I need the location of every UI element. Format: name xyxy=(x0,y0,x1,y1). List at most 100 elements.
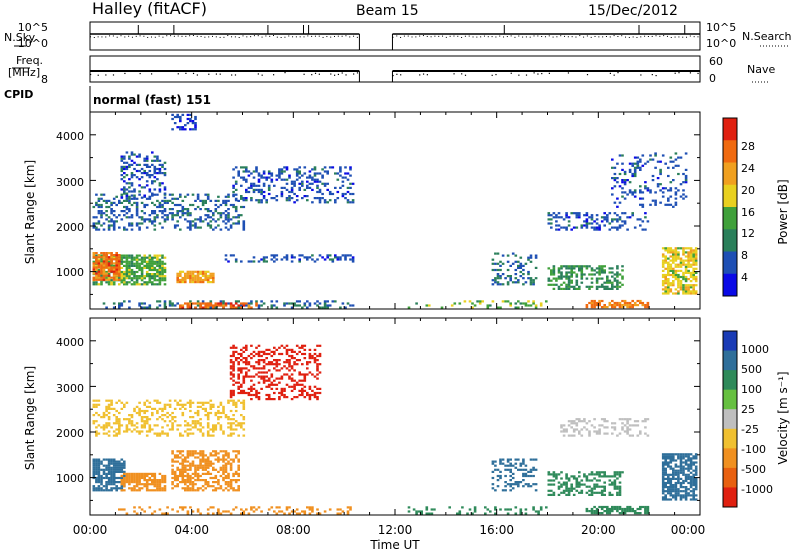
scatter-cell xyxy=(684,195,688,198)
scatter-cell xyxy=(313,357,317,360)
scatter-cell xyxy=(229,226,233,229)
scatter-cell xyxy=(229,393,233,397)
velocity-colorbar xyxy=(722,330,738,508)
scatter-cell xyxy=(186,452,190,455)
scatter-cell xyxy=(600,471,604,474)
scatter-cell xyxy=(255,302,258,305)
scatter-cell xyxy=(186,210,190,213)
scatter-cell xyxy=(140,483,144,486)
scatter-cell xyxy=(161,212,164,215)
nsearch-dot xyxy=(575,36,577,38)
scatter-cell xyxy=(689,475,693,478)
scatter-cell xyxy=(166,214,169,217)
scatter-cell xyxy=(232,460,235,463)
scatter-cell xyxy=(110,489,113,492)
nave-dot xyxy=(640,74,642,76)
scatter-cell xyxy=(575,479,579,482)
scatter-cell xyxy=(107,220,111,223)
scatter-cell xyxy=(128,479,131,482)
scatter-cell xyxy=(628,216,632,219)
scatter-cell xyxy=(115,416,118,419)
scatter-cell xyxy=(204,454,207,457)
scatter-cell xyxy=(692,286,695,289)
scatter-cell xyxy=(184,281,187,284)
scatter-cell xyxy=(539,302,543,305)
scatter-cell xyxy=(222,212,225,215)
scatter-cell xyxy=(158,201,162,204)
scatter-cell xyxy=(110,201,113,204)
scatter-cell xyxy=(123,470,126,473)
scatter-cell xyxy=(267,383,271,386)
scatter-cell xyxy=(107,468,111,471)
scatter-cell xyxy=(301,510,304,513)
scatter-cell xyxy=(186,226,190,229)
scatter-cell xyxy=(196,468,200,471)
scatter-cell xyxy=(120,464,124,467)
scatter-cell xyxy=(682,494,685,497)
scatter-cell xyxy=(618,172,622,176)
scatter-cell xyxy=(644,418,647,421)
scatter-cell xyxy=(234,193,238,196)
scatter-cell xyxy=(481,300,484,303)
scatter-cell xyxy=(331,166,335,169)
scatter-cell xyxy=(153,283,157,286)
scatter-cell xyxy=(677,156,680,159)
nave-dot xyxy=(345,74,347,76)
scatter-cell xyxy=(534,468,538,471)
scatter-cell xyxy=(115,489,118,492)
scatter-cell xyxy=(128,472,131,475)
scatter-cell xyxy=(301,197,304,200)
scatter-cell xyxy=(110,260,113,263)
scatter-cell xyxy=(240,391,243,395)
scatter-cell xyxy=(687,247,690,250)
scatter-cell xyxy=(621,418,624,421)
scatter-cell xyxy=(234,359,238,362)
scatter-cell xyxy=(206,276,210,280)
scatter-cell xyxy=(323,184,327,187)
scatter-cell xyxy=(242,224,246,227)
scatter-cell xyxy=(217,304,220,307)
scatter-cell xyxy=(608,212,612,215)
scatter-cell xyxy=(184,272,187,275)
scatter-cell xyxy=(194,281,197,284)
scatter-cell xyxy=(618,273,622,276)
nsearch-dot xyxy=(453,35,455,37)
scatter-cell xyxy=(232,389,235,392)
scatter-cell xyxy=(153,218,157,221)
scatter-cell xyxy=(661,187,665,190)
nsearch-dot xyxy=(678,36,680,38)
scatter-cell xyxy=(560,226,563,229)
scatter-cell xyxy=(560,271,563,274)
scatter-cell xyxy=(118,476,121,480)
scatter-cell xyxy=(140,418,144,421)
scatter-cell xyxy=(661,455,665,458)
scatter-cell xyxy=(555,277,558,280)
scatter-cell xyxy=(95,252,98,255)
scatter-cell xyxy=(237,373,240,376)
scatter-cell xyxy=(227,460,230,463)
scatter-cell xyxy=(550,226,553,229)
scatter-cell xyxy=(247,361,251,364)
scatter-cell xyxy=(598,228,601,231)
scatter-cell xyxy=(242,401,246,404)
scatter-cell xyxy=(318,306,322,309)
scatter-cell xyxy=(212,462,215,465)
scatter-cell xyxy=(694,471,698,474)
scatter-cell xyxy=(283,166,286,169)
scatter-cell xyxy=(273,391,276,395)
nave-dot xyxy=(196,74,198,76)
scatter-cell xyxy=(639,158,642,161)
scatter-cell xyxy=(245,199,248,202)
scatter-cell xyxy=(557,216,561,219)
scatter-cell xyxy=(247,393,251,397)
scatter-cell xyxy=(679,494,683,497)
nsearch-dot xyxy=(396,35,398,37)
scatter-cell xyxy=(499,283,502,286)
power-ytick-1000: 1000 xyxy=(56,266,84,279)
scatter-cell xyxy=(97,424,101,427)
scatter-cell xyxy=(247,302,251,305)
scatter-cell xyxy=(120,489,124,492)
scatter-cell xyxy=(260,174,263,177)
scatter-cell xyxy=(677,251,680,254)
scatter-cell xyxy=(234,182,238,185)
